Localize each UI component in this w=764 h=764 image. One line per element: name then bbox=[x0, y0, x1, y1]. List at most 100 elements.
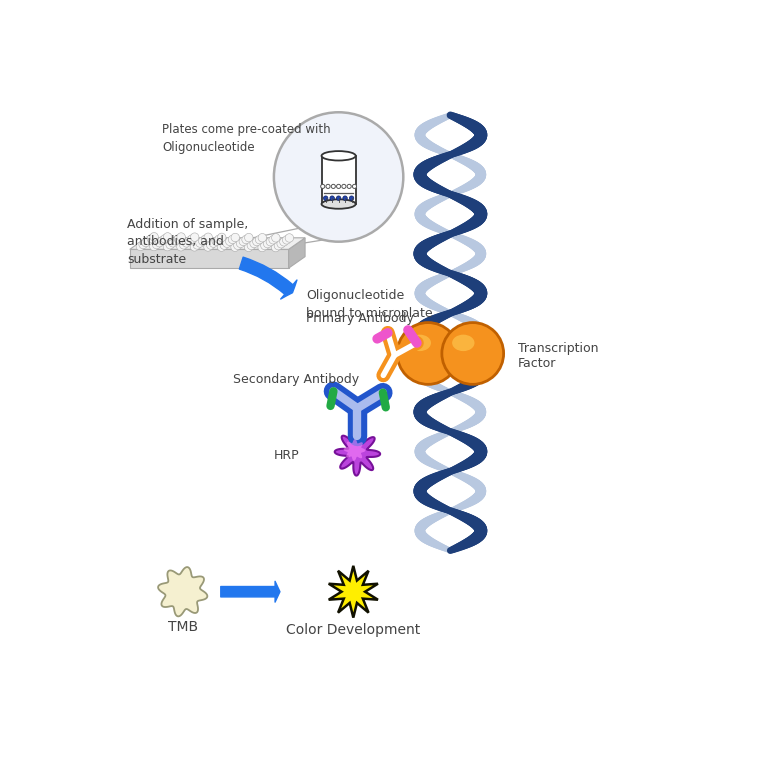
Polygon shape bbox=[344, 439, 365, 461]
Circle shape bbox=[266, 238, 274, 246]
Circle shape bbox=[234, 241, 242, 250]
Circle shape bbox=[342, 184, 346, 189]
Circle shape bbox=[239, 237, 248, 246]
Circle shape bbox=[166, 241, 174, 249]
Circle shape bbox=[150, 232, 158, 241]
Circle shape bbox=[336, 196, 341, 200]
Text: Addition of sample,
antibodies, and
substrate: Addition of sample, antibodies, and subs… bbox=[127, 218, 248, 266]
Circle shape bbox=[152, 241, 161, 249]
Circle shape bbox=[337, 184, 341, 189]
Circle shape bbox=[231, 243, 239, 251]
Circle shape bbox=[274, 112, 403, 241]
Circle shape bbox=[196, 239, 204, 248]
Circle shape bbox=[330, 196, 335, 200]
Circle shape bbox=[349, 196, 354, 200]
Circle shape bbox=[190, 243, 199, 251]
Circle shape bbox=[180, 241, 188, 249]
Ellipse shape bbox=[452, 335, 474, 351]
Circle shape bbox=[185, 237, 193, 245]
Text: HRP: HRP bbox=[274, 449, 299, 462]
Circle shape bbox=[258, 234, 267, 242]
Circle shape bbox=[228, 235, 237, 244]
Circle shape bbox=[250, 239, 258, 248]
Text: Color Development: Color Development bbox=[286, 623, 420, 637]
Text: Transcription
Factor: Transcription Factor bbox=[518, 342, 598, 371]
Text: Oligonucleotide
bound to microplate: Oligonucleotide bound to microplate bbox=[306, 290, 433, 320]
Bar bbox=[322, 156, 356, 204]
Circle shape bbox=[274, 241, 283, 250]
Circle shape bbox=[204, 233, 212, 241]
Circle shape bbox=[220, 241, 228, 249]
Circle shape bbox=[163, 242, 172, 251]
Circle shape bbox=[136, 242, 144, 251]
Circle shape bbox=[158, 237, 167, 245]
Circle shape bbox=[264, 239, 272, 248]
Circle shape bbox=[144, 236, 153, 245]
Polygon shape bbox=[329, 566, 378, 617]
Circle shape bbox=[332, 184, 335, 189]
Text: Plates come pre-coated with
Oligonucleotide: Plates come pre-coated with Oligonucleot… bbox=[162, 123, 331, 154]
Ellipse shape bbox=[322, 151, 356, 160]
Polygon shape bbox=[335, 430, 380, 475]
Circle shape bbox=[163, 233, 172, 241]
Circle shape bbox=[283, 235, 291, 244]
Circle shape bbox=[261, 241, 269, 250]
Circle shape bbox=[206, 241, 215, 249]
Polygon shape bbox=[158, 567, 207, 617]
Circle shape bbox=[255, 235, 264, 244]
Circle shape bbox=[190, 233, 199, 241]
Circle shape bbox=[271, 244, 280, 252]
Circle shape bbox=[258, 243, 267, 251]
Circle shape bbox=[176, 242, 185, 251]
Circle shape bbox=[321, 184, 325, 189]
Circle shape bbox=[352, 184, 357, 189]
Circle shape bbox=[177, 233, 186, 241]
Circle shape bbox=[212, 237, 221, 245]
Text: TMB: TMB bbox=[167, 620, 198, 634]
Polygon shape bbox=[130, 238, 305, 249]
Circle shape bbox=[244, 233, 253, 242]
Circle shape bbox=[171, 237, 180, 245]
Circle shape bbox=[247, 241, 256, 250]
Circle shape bbox=[231, 233, 239, 241]
Circle shape bbox=[188, 235, 196, 243]
Polygon shape bbox=[130, 249, 289, 268]
Circle shape bbox=[160, 235, 169, 243]
Circle shape bbox=[272, 234, 280, 242]
Circle shape bbox=[323, 196, 328, 200]
Polygon shape bbox=[289, 238, 305, 268]
Circle shape bbox=[209, 239, 218, 248]
Circle shape bbox=[141, 238, 150, 247]
Circle shape bbox=[174, 235, 183, 243]
Circle shape bbox=[347, 184, 351, 189]
Circle shape bbox=[326, 184, 330, 189]
Circle shape bbox=[150, 242, 158, 251]
Ellipse shape bbox=[409, 335, 431, 351]
Circle shape bbox=[285, 234, 293, 242]
Circle shape bbox=[225, 237, 234, 245]
Circle shape bbox=[204, 243, 212, 251]
Circle shape bbox=[182, 238, 191, 247]
Circle shape bbox=[147, 235, 156, 243]
Circle shape bbox=[193, 241, 202, 249]
Circle shape bbox=[217, 243, 226, 251]
Text: Primary Antibody: Primary Antibody bbox=[306, 312, 414, 325]
Circle shape bbox=[139, 240, 147, 249]
Circle shape bbox=[253, 238, 261, 246]
Circle shape bbox=[169, 238, 177, 247]
Circle shape bbox=[199, 237, 207, 245]
Circle shape bbox=[201, 235, 209, 244]
Circle shape bbox=[215, 235, 223, 244]
Circle shape bbox=[280, 238, 288, 246]
Circle shape bbox=[236, 239, 244, 248]
Circle shape bbox=[218, 233, 226, 241]
Text: Secondary Antibody: Secondary Antibody bbox=[233, 374, 359, 387]
Ellipse shape bbox=[322, 199, 356, 209]
Ellipse shape bbox=[442, 322, 503, 384]
Circle shape bbox=[223, 239, 231, 248]
Circle shape bbox=[242, 235, 251, 244]
Circle shape bbox=[155, 238, 163, 247]
Circle shape bbox=[269, 235, 277, 244]
Circle shape bbox=[244, 243, 253, 251]
Circle shape bbox=[343, 196, 348, 200]
